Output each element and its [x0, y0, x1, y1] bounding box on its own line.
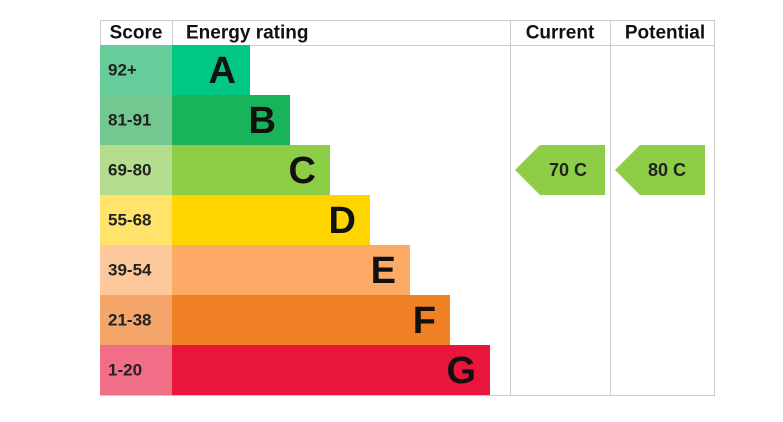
- band-letter: G: [446, 350, 476, 392]
- band-letter: E: [371, 250, 396, 292]
- score-label: 39-54: [108, 261, 152, 280]
- band-letter: A: [209, 50, 236, 92]
- score-cell: [100, 195, 172, 245]
- band-letter: B: [249, 100, 276, 142]
- rating-bar: [172, 45, 250, 95]
- score-cell: [100, 295, 172, 345]
- header-score: Score: [110, 23, 163, 44]
- rating-bar: [172, 345, 490, 395]
- rating-bar: [172, 145, 330, 195]
- band-letter: D: [329, 200, 356, 242]
- score-cell: [100, 45, 172, 95]
- current-label: 70 C: [549, 160, 587, 180]
- score-cell: [100, 145, 172, 195]
- rating-bar: [172, 195, 370, 245]
- header-current: Current: [526, 23, 595, 44]
- current-arrow: [515, 145, 605, 195]
- header-potential: Potential: [625, 23, 705, 44]
- score-cell: [100, 245, 172, 295]
- score-label: 92+: [108, 61, 137, 80]
- rating-bar: [172, 295, 450, 345]
- rating-bar: [172, 95, 290, 145]
- score-label: 81-91: [108, 111, 151, 130]
- rating-bar: [172, 245, 410, 295]
- header-rating: Energy rating: [186, 23, 308, 44]
- score-label: 69-80: [108, 161, 151, 180]
- potential-label: 80 C: [648, 160, 686, 180]
- score-cell: [100, 95, 172, 145]
- score-label: 55-68: [108, 211, 151, 230]
- score-label: 1-20: [108, 361, 142, 380]
- band-letter: C: [289, 150, 316, 192]
- band-letter: F: [413, 300, 436, 342]
- score-label: 21-38: [108, 311, 151, 330]
- score-cell: [100, 345, 172, 395]
- potential-arrow: [615, 145, 705, 195]
